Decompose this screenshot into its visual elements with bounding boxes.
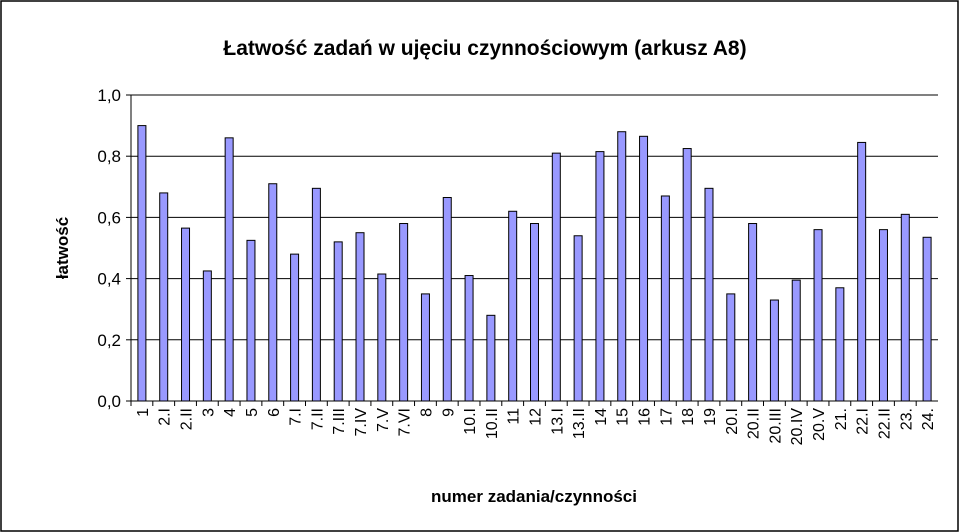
bar xyxy=(769,299,779,402)
x-tick-label: 2.I xyxy=(157,408,174,426)
y-tick-label: 0,2 xyxy=(97,331,121,350)
bar xyxy=(311,187,321,402)
y-tick-label: 0,6 xyxy=(97,208,121,227)
x-tick-label: 7.IV xyxy=(353,408,370,437)
bar xyxy=(900,213,910,402)
bar xyxy=(835,287,845,402)
bar xyxy=(202,270,212,402)
bar xyxy=(246,239,256,402)
bar xyxy=(682,148,692,402)
x-tick-label: 3 xyxy=(200,408,217,417)
x-tick-label: 16 xyxy=(637,408,654,426)
y-tick-label: 0,4 xyxy=(97,270,121,289)
bar xyxy=(399,223,409,402)
x-tick-label: 20.V xyxy=(811,408,828,441)
x-axis-title: numer zadania/czynności xyxy=(431,487,637,506)
x-tick-label: 21. xyxy=(833,408,850,430)
x-tick-label: 11 xyxy=(506,408,523,425)
x-tick-label: 20.III xyxy=(767,408,784,444)
bar xyxy=(333,241,343,402)
bar xyxy=(551,152,561,402)
x-tick-label: 2.II xyxy=(179,408,196,430)
bar xyxy=(508,210,518,402)
x-tick-label: 8 xyxy=(418,408,435,417)
bar xyxy=(530,223,539,402)
x-tick-label: 6 xyxy=(266,408,283,417)
x-tick-label: 22.I xyxy=(855,408,872,435)
bar xyxy=(268,183,278,402)
bar xyxy=(704,187,714,402)
x-tick-label: 15 xyxy=(615,408,632,426)
bar xyxy=(857,141,867,402)
x-tick-label: 7.III xyxy=(331,408,348,435)
bar xyxy=(181,227,191,402)
y-tick-label: 1,0 xyxy=(97,86,121,105)
bar xyxy=(878,229,888,402)
x-tick-label: 13.II xyxy=(571,408,588,439)
bar xyxy=(748,223,758,402)
bar xyxy=(573,235,583,402)
x-tick-label: 19 xyxy=(702,408,719,426)
x-tick-label: 10.I xyxy=(462,408,479,435)
bar xyxy=(617,131,627,402)
y-tick-label: 0,8 xyxy=(97,147,121,166)
x-tick-label: 22.II xyxy=(876,408,893,439)
bar xyxy=(660,195,670,402)
x-tick-label: 12 xyxy=(528,408,545,426)
bar xyxy=(486,314,496,402)
x-tick-label: 5 xyxy=(244,408,261,417)
bar xyxy=(159,192,169,402)
bar xyxy=(595,151,605,402)
x-tick-label: 14 xyxy=(593,408,610,426)
x-tick-label: 17 xyxy=(658,408,675,426)
bar xyxy=(791,279,801,402)
bar xyxy=(922,236,932,402)
bar xyxy=(355,232,365,402)
x-tick-label: 23. xyxy=(898,408,915,430)
bar xyxy=(137,125,147,402)
x-tick-label: 7.VI xyxy=(397,408,414,436)
x-tick-label: 20.I xyxy=(724,408,741,435)
y-axis-title: łatwość xyxy=(53,217,72,279)
x-tick-label: 24. xyxy=(920,408,937,430)
bar xyxy=(442,197,452,402)
bar xyxy=(813,229,823,402)
bar xyxy=(464,275,474,402)
bar xyxy=(377,273,387,402)
x-tick-label: 4 xyxy=(222,408,239,417)
x-tick-label: 13.I xyxy=(549,408,566,435)
chart-title: Łatwość zadań w ujęciu czynnościowym (ar… xyxy=(223,37,746,60)
x-tick-label: 20.II xyxy=(746,408,763,439)
bar xyxy=(224,137,234,402)
x-tick-label: 9 xyxy=(440,408,457,417)
x-tick-label: 10.II xyxy=(484,408,501,439)
bar xyxy=(290,253,300,402)
x-tick-label: 1 xyxy=(135,408,152,417)
bar xyxy=(420,293,430,402)
y-tick-label: 0,0 xyxy=(97,392,121,411)
x-tick-label: 18 xyxy=(680,408,697,426)
x-tick-label: 7.V xyxy=(375,408,392,432)
bar xyxy=(639,135,649,402)
x-tick-label: 7.II xyxy=(309,408,326,430)
x-tick-label: 20.IV xyxy=(789,408,806,446)
x-tick-label: 7.I xyxy=(288,408,305,426)
bar xyxy=(726,293,736,402)
